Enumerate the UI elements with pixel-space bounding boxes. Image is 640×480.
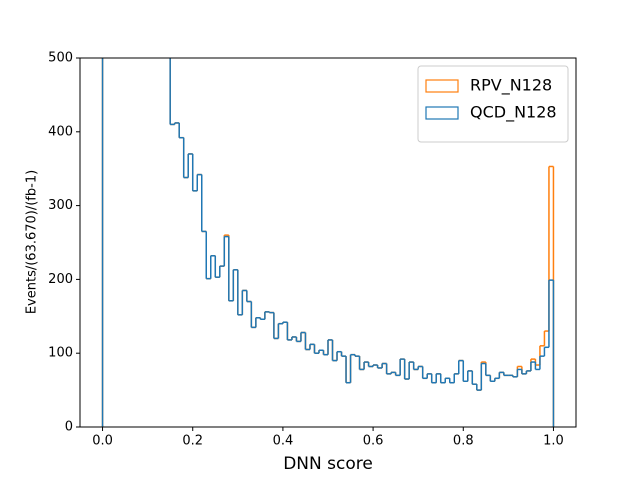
- x-tick-label: 0.0: [92, 434, 113, 449]
- y-tick-label: 100: [48, 346, 73, 361]
- legend-swatch: [425, 79, 459, 93]
- x-tick-label: 0.6: [363, 434, 384, 449]
- y-axis-label: Events/(63.670)/(fb-1): [25, 170, 40, 314]
- legend-swatch: [425, 106, 459, 120]
- legend: RPV_N128 QCD_N128: [417, 65, 569, 143]
- x-axis-label: DNN score: [283, 454, 373, 474]
- y-tick-label: 400: [48, 124, 73, 139]
- y-tick-label: 200: [48, 272, 73, 287]
- histogram-series: [101, 58, 555, 427]
- plot-area: [101, 58, 555, 427]
- legend-label: RPV_N128: [470, 76, 552, 96]
- x-tick-label: 0.8: [453, 434, 474, 449]
- x-tick-label: 0.2: [182, 434, 203, 449]
- x-tick-label: 1.0: [543, 434, 564, 449]
- legend-label: QCD_N128: [470, 103, 557, 123]
- y-tick-label: 300: [48, 198, 73, 213]
- y-tick-label: 500: [48, 51, 73, 66]
- x-tick-label: 0.4: [273, 434, 294, 449]
- legend-box: [417, 65, 569, 143]
- axes-frame: [79, 57, 577, 428]
- y-tick-label: 0: [65, 420, 73, 435]
